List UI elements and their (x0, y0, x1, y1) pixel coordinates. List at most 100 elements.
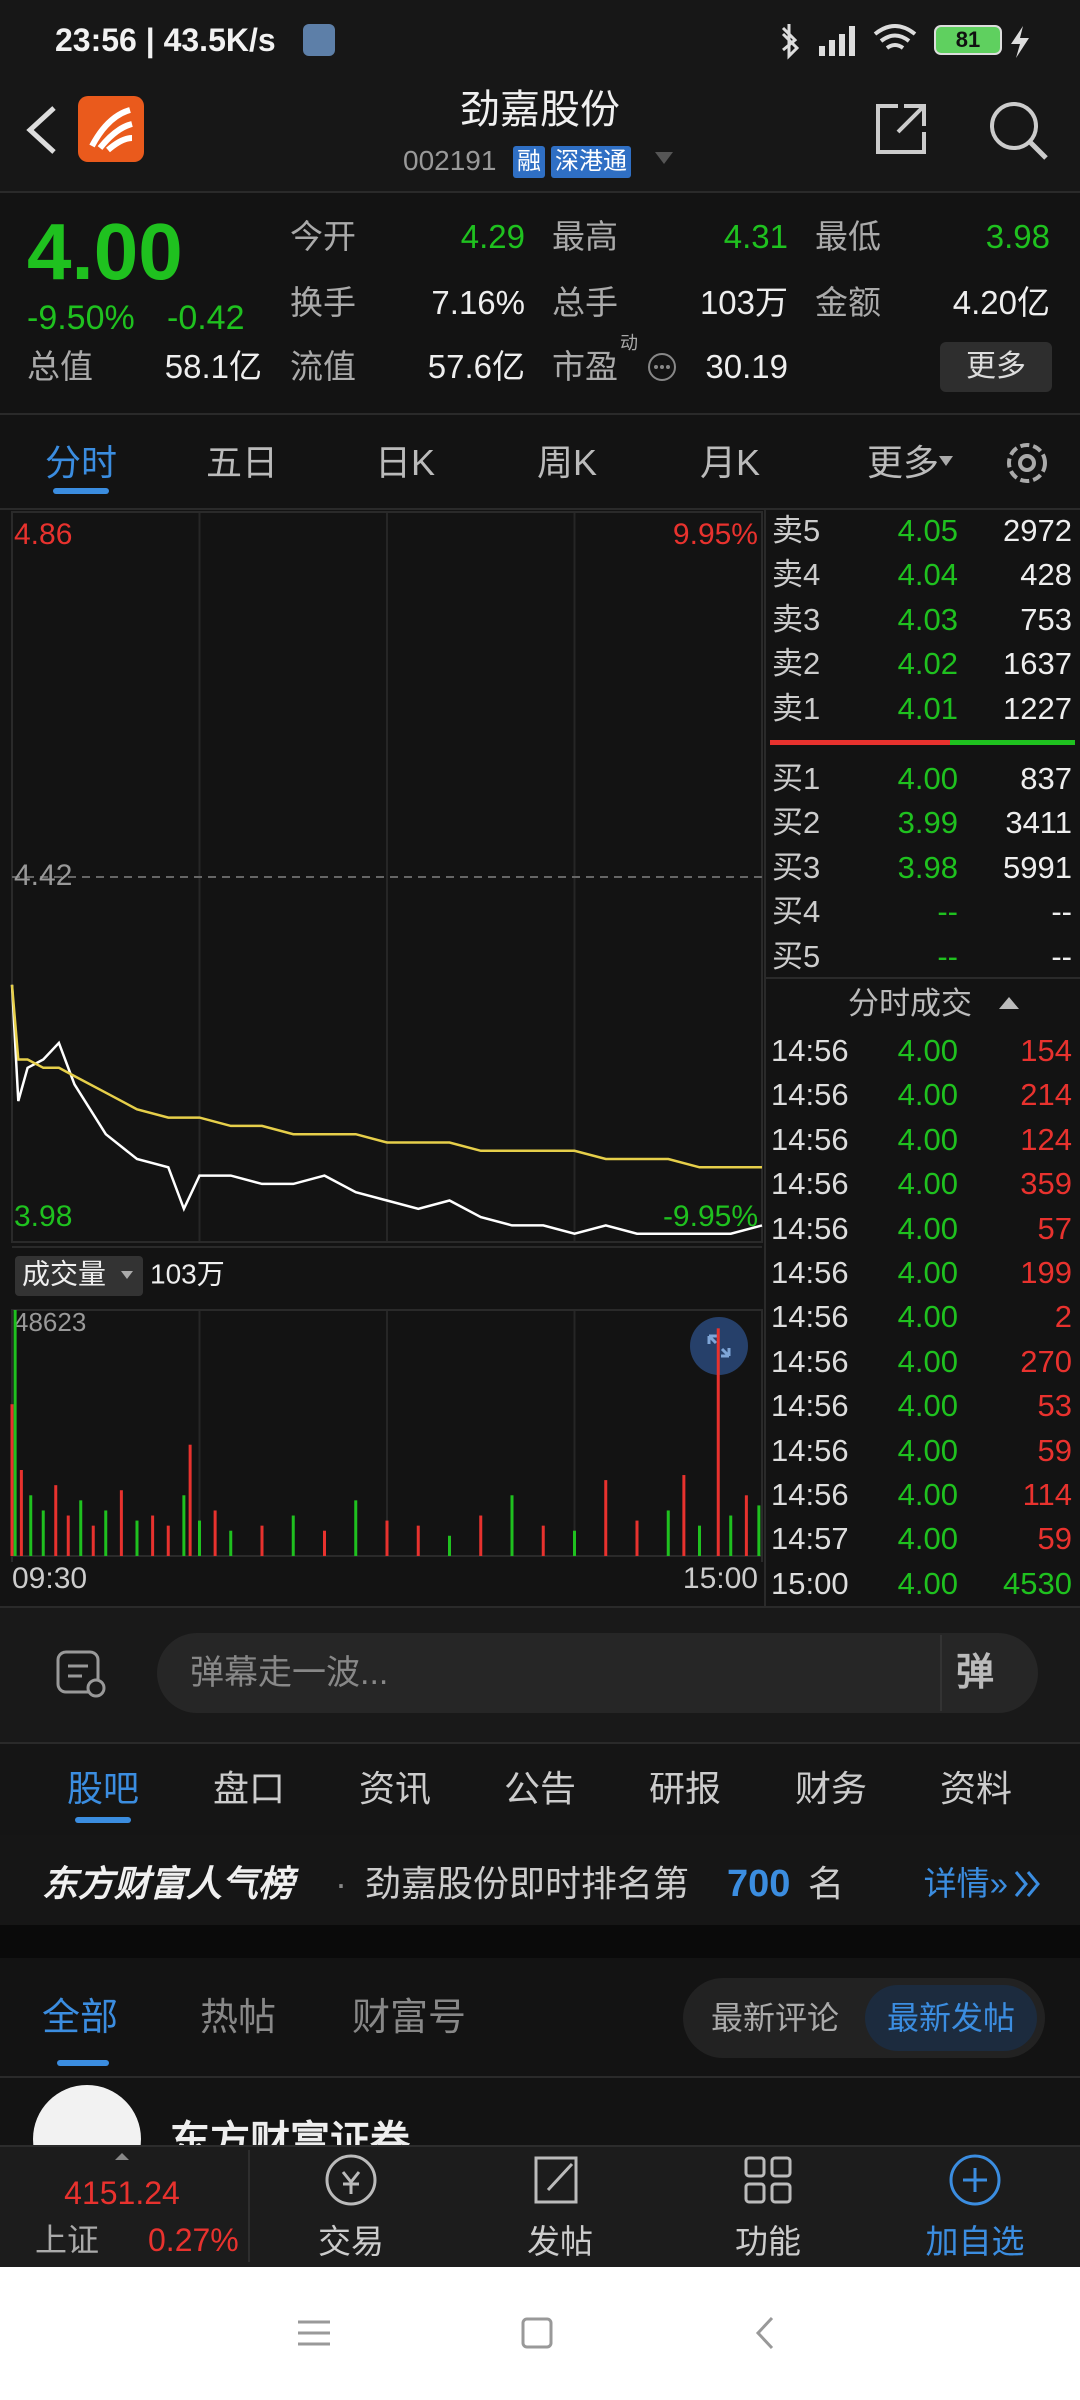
volume-bar (604, 1480, 608, 1556)
volume-bar (354, 1500, 358, 1556)
sort-option[interactable]: 最新发帖 (886, 2000, 1016, 2036)
dropdown-arrow[interactable] (938, 455, 954, 467)
post-tab[interactable]: 财富号 (352, 1997, 467, 2039)
share-button[interactable] (872, 100, 930, 158)
volume-bar (573, 1530, 576, 1556)
menu-button[interactable] (298, 2320, 330, 2346)
stock-tag: 融 (513, 146, 545, 178)
trade-time: 14:56 (771, 1299, 849, 1335)
back-nav-button[interactable] (755, 2316, 774, 2350)
function-icon[interactable] (744, 2156, 766, 2178)
trade-price: 4.00 (897, 1121, 958, 1157)
detail-tab[interactable]: 资讯 (358, 1768, 432, 1809)
bid-price: 3.99 (897, 805, 958, 841)
tab-underline (75, 1817, 131, 1823)
danmaku-button[interactable]: 弹 (955, 1652, 995, 1694)
add-icon[interactable] (949, 2154, 1001, 2206)
trade-icon[interactable] (325, 2154, 377, 2206)
y-tick-label: 4.86 (14, 518, 72, 551)
trade-time: 14:56 (771, 1033, 849, 1068)
dropdown-arrow[interactable] (653, 150, 675, 166)
volume-bar (448, 1535, 451, 1556)
intraday-chart: 4.86 4.42 3.98 9.95% -9.95% 成交量 103万 48623 09:30… (10, 511, 763, 1595)
more-button[interactable] (940, 342, 1052, 392)
nav-item[interactable]: 功能 (735, 2223, 801, 2260)
chart-tab[interactable]: 周K (536, 442, 598, 483)
post-tab[interactable]: 全部 (42, 1997, 119, 2039)
gap (0, 1925, 1080, 1958)
ranking-link[interactable]: 详情» (923, 1865, 1008, 1902)
function-icon[interactable] (770, 2182, 792, 2204)
volume-selector[interactable] (15, 1256, 143, 1296)
detail-tab[interactable]: 研报 (648, 1768, 722, 1809)
comment-input[interactable] (157, 1633, 1038, 1713)
search-button[interactable] (986, 98, 1050, 162)
status-icons (781, 24, 1002, 60)
sort-option[interactable]: 最新评论 (710, 2000, 840, 2036)
home-button[interactable] (521, 2317, 553, 2349)
comment-placeholder[interactable]: 弹幕走一波... (190, 1654, 389, 1692)
bid-label: 买3 (772, 849, 821, 885)
detail-tab[interactable]: 盘口 (212, 1768, 286, 1809)
sort-selected[interactable] (865, 1985, 1037, 2051)
trade-price: 4.00 (897, 1033, 958, 1068)
nav-item[interactable]: 发帖 (527, 2223, 593, 2260)
nav-item[interactable]: 交易 (318, 2223, 384, 2260)
detail-tab[interactable]: 财务 (794, 1768, 868, 1809)
bid-volume: 5991 (1003, 849, 1072, 885)
chart-tab[interactable]: 五日 (205, 442, 279, 483)
stock-tag: 深港通 (551, 146, 631, 178)
chart-tab[interactable]: 日K (374, 442, 436, 483)
post-tab[interactable]: 热帖 (200, 1997, 277, 2039)
nav-item[interactable]: 加自选 (925, 2223, 1025, 2260)
ask-label: 卖4 (772, 557, 821, 593)
sort-arrow[interactable] (997, 995, 1021, 1011)
add-icon-mark (963, 2168, 987, 2192)
bid-volume: 837 (1020, 761, 1072, 796)
separator (0, 191, 1080, 193)
app-logo (78, 96, 144, 162)
chart-tab[interactable]: 月K (699, 442, 761, 483)
ranking-background (0, 1835, 1080, 1925)
ask-price: 4.04 (897, 557, 958, 593)
bottom-nav (0, 2145, 1080, 2269)
stat-value: 7.16% (431, 284, 525, 321)
volume-bar (291, 1515, 295, 1556)
volume-bar (635, 1520, 639, 1556)
chart-tab[interactable]: 分时 (44, 442, 118, 483)
index-value[interactable]: 4151.24 (64, 2175, 180, 2211)
trade-price: 4.00 (897, 1210, 958, 1246)
stat-label: 总值 (27, 348, 93, 385)
back-button[interactable] (22, 104, 62, 156)
detail-tab[interactable]: 公告 (503, 1768, 577, 1809)
detail-tab[interactable]: 股吧 (66, 1768, 140, 1809)
stat-label-sup: 动 (620, 333, 638, 353)
trades-title[interactable]: 分时成交 (848, 986, 972, 1021)
post-icon[interactable] (534, 2156, 578, 2204)
system-nav (0, 2267, 1080, 2400)
volume-bar (166, 1525, 170, 1556)
volume-bar (260, 1525, 264, 1556)
stat-value: 57.6亿 (427, 348, 525, 385)
volume-title: 成交量 (22, 1258, 106, 1289)
function-icon[interactable] (744, 2182, 766, 2204)
nav-icons (115, 2153, 1001, 2206)
chart-tab[interactable]: 更多 (866, 442, 940, 483)
function-icon[interactable] (770, 2156, 792, 2178)
post-author: 东方财富证券 (170, 2119, 410, 2145)
detail-tab[interactable]: 资料 (939, 1768, 1013, 1809)
comment-toggle[interactable] (54, 1648, 110, 1700)
trade-time: 14:56 (771, 1121, 849, 1157)
stat-label: 流值 (290, 348, 356, 385)
index-change: 0.27% (148, 2222, 239, 2258)
volume-total: 103万 (150, 1258, 225, 1289)
more-button-label[interactable]: 更多 (966, 350, 1026, 383)
trade-volume: 57 (1037, 1210, 1072, 1246)
tab-underline (53, 488, 109, 494)
ask-label: 卖3 (772, 601, 821, 637)
trade-time: 14:56 (771, 1255, 849, 1290)
x-tick-label: 09:30 (12, 1562, 87, 1595)
info-icon[interactable] (647, 352, 677, 382)
ask-price: 4.01 (897, 690, 958, 726)
settings-button[interactable] (1000, 436, 1054, 490)
